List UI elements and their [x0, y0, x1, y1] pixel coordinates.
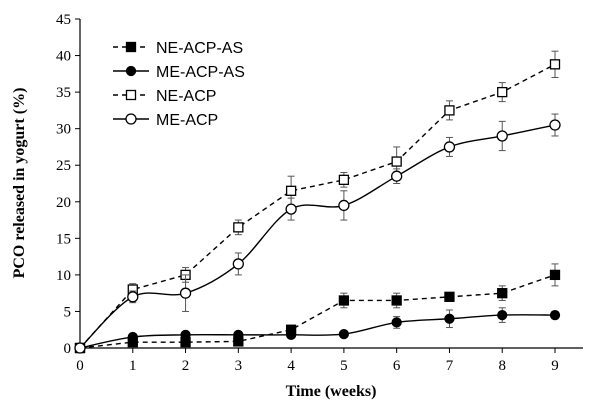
y-axis-title: PCO released in yogurt (%) [11, 88, 28, 279]
x-tick-label: 4 [287, 358, 295, 374]
data-point [127, 331, 138, 343]
data-point [180, 329, 191, 340]
data-point [338, 295, 350, 306]
legend-item: NE-ACP [113, 88, 216, 105]
series-me-acp-as [74, 307, 561, 354]
y-tick-label: 40 [56, 49, 71, 65]
data-point [233, 222, 244, 233]
y-tick-label: 30 [56, 122, 71, 138]
data-point [549, 269, 561, 281]
legend: NE-ACP-AS ME-ACP-AS NE-ACP ME-ACP [113, 40, 245, 129]
data-point [391, 170, 403, 182]
x-tick-label: 6 [393, 358, 401, 374]
legend-marker [125, 41, 137, 53]
data-point [549, 59, 561, 70]
legend-item: ME-ACP-AS [113, 64, 245, 81]
legend-label: ME-ACP-AS [156, 64, 245, 81]
data-point [74, 342, 86, 354]
data-point [233, 329, 244, 340]
y-tick-label: 15 [56, 231, 71, 247]
y-tick-label: 0 [64, 341, 72, 357]
legend-item: NE-ACP-AS [113, 40, 243, 57]
series-line [79, 314, 556, 349]
data-point [549, 309, 561, 321]
data-point [497, 86, 508, 98]
data-point [232, 258, 244, 270]
data-point [338, 328, 350, 340]
data-point [179, 287, 192, 299]
legend-marker [125, 89, 137, 101]
series-layer [74, 50, 561, 354]
series-ne-acp-as [74, 263, 561, 354]
series-ne-acp [74, 50, 561, 354]
data-point [285, 203, 297, 215]
legend-item: ME-ACP [113, 112, 218, 129]
data-point [391, 156, 402, 167]
y-tick-label: 35 [56, 85, 71, 101]
legend-marker [125, 113, 137, 125]
legend-label: ME-ACP [156, 112, 218, 129]
data-point [391, 295, 402, 306]
x-tick-label: 8 [498, 358, 506, 374]
data-point [549, 119, 561, 131]
x-tick-label: 1 [129, 358, 137, 374]
data-point [497, 309, 508, 321]
series-line [79, 124, 556, 349]
data-point [497, 288, 508, 299]
y-tick-label: 25 [56, 158, 71, 174]
series-me-acp [74, 113, 561, 354]
x-axis-title: Time (weeks) [286, 383, 377, 400]
data-point [338, 174, 350, 185]
legend-marker [125, 65, 137, 77]
y-tick-label: 5 [64, 304, 72, 320]
data-point [444, 313, 455, 324]
data-point [496, 130, 508, 142]
axes [79, 19, 583, 349]
y-tick-label: 20 [56, 195, 71, 211]
series-line [79, 274, 556, 349]
data-point [338, 199, 350, 212]
series-line [79, 63, 556, 349]
y-tick-label: 10 [56, 268, 71, 284]
data-point [391, 317, 402, 328]
legend-label: NE-ACP [156, 88, 216, 105]
x-tick-label: 3 [235, 358, 243, 374]
x-tick-label: 0 [76, 358, 84, 374]
legend-label: NE-ACP-AS [156, 40, 243, 57]
data-point [444, 105, 455, 116]
x-tick-label: 7 [446, 358, 454, 374]
data-point [285, 329, 297, 340]
x-tick-label: 2 [182, 358, 190, 374]
y-tick-label: 45 [56, 12, 71, 28]
x-tick-label: 5 [340, 358, 348, 374]
data-point [443, 141, 456, 153]
x-tick-label: 9 [551, 358, 559, 374]
data-point [444, 291, 455, 302]
data-point [285, 185, 297, 196]
data-point [127, 291, 139, 303]
